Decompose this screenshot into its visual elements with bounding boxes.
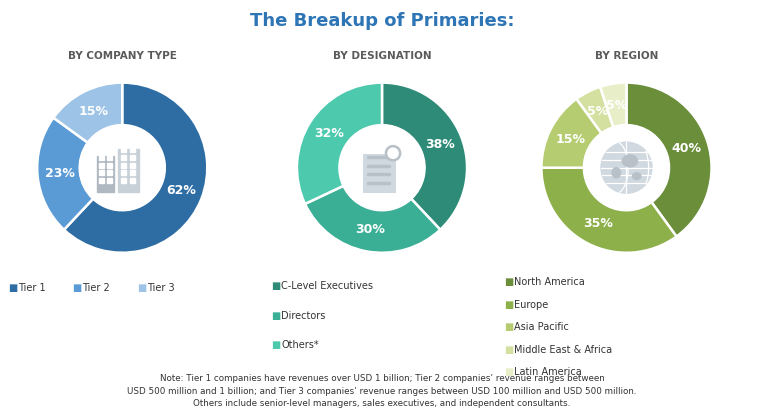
Bar [130, 178, 134, 183]
Text: Middle East & Africa: Middle East & Africa [514, 345, 612, 355]
Bar [121, 147, 126, 153]
Bar [121, 163, 126, 168]
Text: BY REGION: BY REGION [595, 51, 658, 61]
Text: Note: Tier 1 companies have revenues over USD 1 billion; Tier 2 companies’ reven: Note: Tier 1 companies have revenues ove… [128, 374, 636, 408]
Wedge shape [542, 99, 601, 168]
Bar [130, 155, 134, 160]
Text: ■: ■ [504, 367, 513, 377]
Text: 62%: 62% [166, 184, 196, 198]
Bar [364, 154, 396, 193]
Text: ■: ■ [504, 322, 513, 332]
Text: BY DESIGNATION: BY DESIGNATION [332, 51, 432, 61]
Text: Asia Pacific: Asia Pacific [514, 322, 569, 332]
Text: Europe: Europe [514, 300, 549, 310]
Text: ■: ■ [271, 311, 280, 321]
Bar [130, 170, 134, 175]
Bar [107, 155, 112, 160]
Bar [99, 155, 104, 160]
Text: Tier 1: Tier 1 [18, 283, 45, 293]
Wedge shape [297, 83, 382, 204]
Text: 30%: 30% [355, 223, 385, 236]
Bar [121, 155, 126, 160]
Text: ■: ■ [504, 300, 513, 310]
Circle shape [601, 142, 652, 193]
Wedge shape [626, 83, 711, 236]
Bar [130, 147, 134, 153]
Wedge shape [53, 83, 122, 143]
Text: 5%: 5% [606, 99, 627, 112]
Text: 23%: 23% [44, 167, 75, 180]
Text: ■: ■ [8, 283, 17, 293]
Text: 5%: 5% [588, 105, 608, 118]
Circle shape [79, 125, 165, 210]
Bar [118, 149, 139, 191]
Text: BY COMPANY TYPE: BY COMPANY TYPE [68, 51, 176, 61]
Text: Tier 3: Tier 3 [147, 283, 175, 293]
Text: Tier 2: Tier 2 [83, 283, 110, 293]
Text: ■: ■ [271, 340, 280, 350]
Bar [99, 163, 104, 168]
Text: 15%: 15% [555, 133, 585, 146]
Wedge shape [382, 83, 467, 230]
Wedge shape [37, 118, 93, 230]
Circle shape [385, 146, 400, 161]
Bar [107, 170, 112, 175]
Bar [99, 170, 104, 175]
Text: ■: ■ [138, 283, 147, 293]
Text: 35%: 35% [583, 217, 613, 230]
Bar [107, 163, 112, 168]
Text: 32%: 32% [314, 128, 344, 140]
Wedge shape [577, 87, 613, 133]
Ellipse shape [622, 155, 637, 167]
Circle shape [339, 125, 425, 210]
Ellipse shape [633, 173, 641, 180]
Circle shape [388, 148, 398, 158]
Wedge shape [542, 168, 676, 253]
Bar [130, 163, 134, 168]
Text: 38%: 38% [426, 138, 455, 151]
Text: ■: ■ [504, 345, 513, 355]
Bar [97, 156, 114, 191]
Wedge shape [64, 83, 207, 253]
Wedge shape [601, 83, 626, 127]
Text: Latin America: Latin America [514, 367, 582, 377]
Text: North America: North America [514, 277, 585, 287]
Wedge shape [305, 186, 440, 253]
Text: ■: ■ [271, 281, 280, 291]
Text: 40%: 40% [672, 142, 701, 155]
Text: ■: ■ [73, 283, 82, 293]
Bar [107, 178, 112, 183]
Text: ■: ■ [504, 277, 513, 287]
Bar [121, 170, 126, 175]
Bar [121, 178, 126, 183]
Ellipse shape [612, 168, 620, 178]
Text: 15%: 15% [79, 105, 108, 118]
Text: C-Level Executives: C-Level Executives [281, 281, 373, 291]
Text: The Breakup of Primaries:: The Breakup of Primaries: [250, 12, 514, 30]
Text: Others*: Others* [281, 340, 319, 350]
Circle shape [584, 125, 669, 210]
Text: Directors: Directors [281, 311, 325, 321]
Bar [99, 178, 104, 183]
